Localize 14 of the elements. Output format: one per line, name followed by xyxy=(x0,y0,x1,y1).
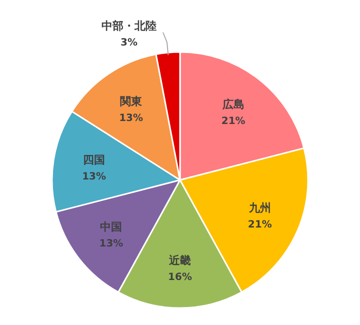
slice-label: 近畿 xyxy=(168,254,191,268)
data-label: 3% xyxy=(120,37,138,48)
data-label: 13% xyxy=(119,113,144,124)
data-label: 21% xyxy=(248,220,272,231)
slice-label: 九州 xyxy=(248,202,271,215)
data-label: 16% xyxy=(168,272,192,284)
data-label: 13% xyxy=(99,238,124,250)
slice-label: 中国 xyxy=(100,220,122,234)
slice-label: 四国 xyxy=(83,153,106,166)
slice-label: 広島 xyxy=(221,98,244,112)
slice-label: 中部・北陸 xyxy=(101,19,156,32)
data-label: 21% xyxy=(221,116,246,128)
slice-label: 関東 xyxy=(120,95,144,108)
data-label: 13% xyxy=(82,171,106,182)
